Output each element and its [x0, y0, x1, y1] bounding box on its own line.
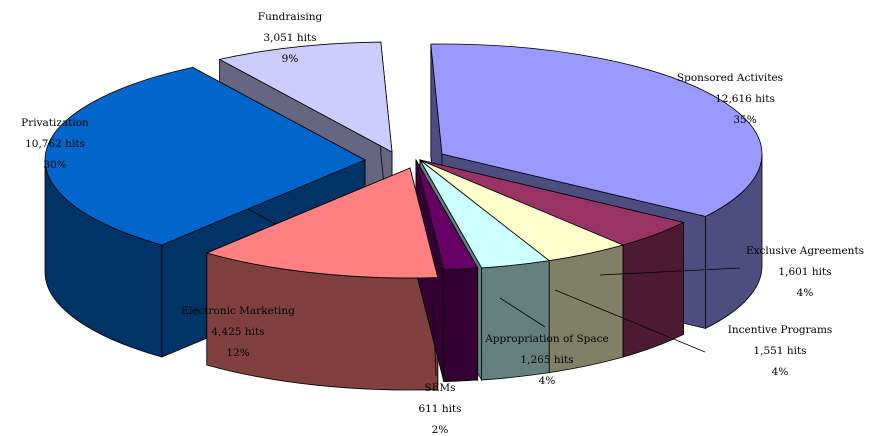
- slice-label-electronic-marketing: Electronic Marketing 4,425 hits 12%: [181, 305, 295, 359]
- label-name: Incentive Programs: [728, 324, 833, 336]
- label-percent: 9%: [282, 53, 299, 65]
- label-name: SEMs: [425, 382, 456, 394]
- label-name: Sponsored Activites: [677, 72, 783, 84]
- slice-top-privatization: [44, 66, 366, 246]
- slice-top-electronic-marketing: [205, 167, 439, 279]
- slice-label-incentive-programs: Incentive Programs 1,551 hits 4%: [728, 324, 833, 378]
- slice-label-exclusive-agreements: Exclusive Agreements 1,601 hits 4%: [746, 245, 864, 299]
- label-name: Electronic Marketing: [181, 305, 295, 317]
- slice-label-privatization: Privatization 10,762 hits 30%: [21, 117, 89, 171]
- leader-exclusive-agreements: [599, 267, 741, 276]
- slice-top-sems: [415, 159, 479, 270]
- label-value: 3,051 hits: [263, 32, 316, 44]
- label-percent: 4%: [772, 366, 789, 378]
- label-percent: 4%: [539, 375, 556, 387]
- slice-label-sponsored-activites: Sponsored Activites 12,616 hits 35%: [677, 72, 783, 126]
- label-name: Exclusive Agreements: [746, 245, 864, 257]
- label-name: Privatization: [21, 117, 89, 129]
- slice-top-fundraising: [218, 41, 393, 153]
- slice-label-appropriation-of-space: Appropriation of Space 1,265 hits 4%: [484, 333, 609, 387]
- slice-top-appropriation-of-space: [419, 159, 551, 269]
- leader-appropriation-of-space: [499, 297, 546, 328]
- label-percent: 4%: [797, 287, 814, 299]
- slice-side-sems-0: [443, 267, 479, 382]
- label-value: 10,762 hits: [25, 138, 85, 150]
- label-value: 1,265 hits: [520, 354, 573, 366]
- slice-top-sponsored-activites: [430, 43, 763, 217]
- slice-label-sems: SEMs 611 hits 2%: [418, 382, 461, 436]
- label-name: Fundraising: [258, 11, 323, 23]
- label-percent: 30%: [43, 159, 66, 171]
- label-value: 12,616 hits: [715, 93, 775, 105]
- label-value: 1,601 hits: [778, 266, 831, 278]
- label-percent: 2%: [432, 424, 449, 436]
- label-percent: 35%: [733, 114, 756, 126]
- label-value: 1,551 hits: [753, 345, 806, 357]
- leader-sems: [432, 299, 437, 377]
- label-value: 611 hits: [418, 403, 461, 415]
- pie-slices: [44, 41, 763, 391]
- leader-lines: [432, 267, 741, 377]
- label-percent: 12%: [226, 347, 249, 359]
- label-value: 4,425 hits: [211, 326, 264, 338]
- label-name: Appropriation of Space: [484, 333, 609, 345]
- leader-incentive-programs: [554, 289, 706, 353]
- slice-label-fundraising: Fundraising 3,051 hits 9%: [258, 11, 323, 65]
